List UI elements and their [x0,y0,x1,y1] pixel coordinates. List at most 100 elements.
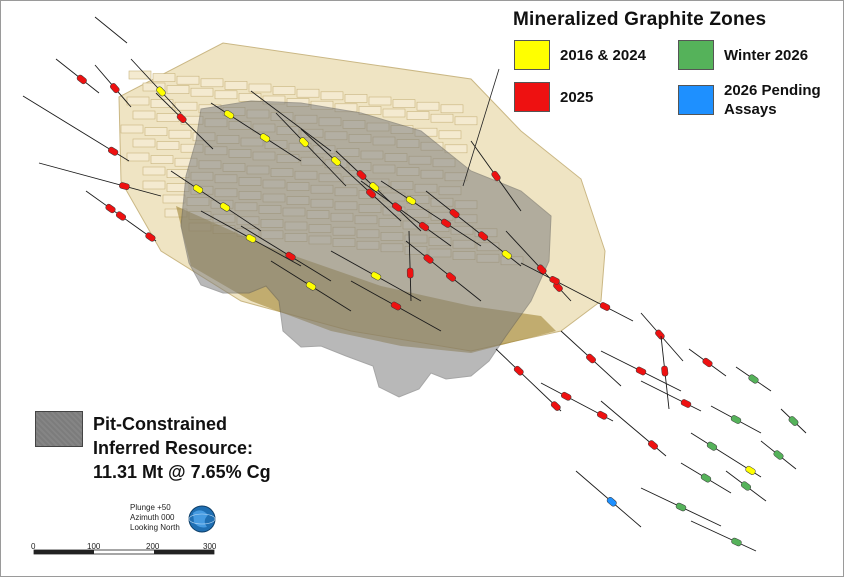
mineralized-interval [356,170,367,180]
model-block [156,113,180,122]
mineralized-interval [635,366,647,376]
mineralized-interval [110,83,120,94]
model-block [156,141,180,150]
drillhole [560,330,622,387]
legend-item-2025: 2025 [514,82,593,112]
drillhole [380,180,482,247]
model-block [320,91,344,101]
mineralized-interval [107,146,119,156]
drillhole [690,432,762,478]
mineralized-interval [105,203,116,214]
drillhole-trace [380,180,482,247]
drillhole [240,225,332,282]
mineralized-interval [76,74,87,85]
drillhole-trace [130,58,182,114]
model-block [248,83,272,93]
drillhole [640,487,722,527]
drillhole [660,335,670,410]
model-block [392,99,416,108]
resource-line-2: Inferred Resource: [93,438,254,458]
drillhole [335,150,422,232]
mineralized-interval [491,170,501,182]
mineralized-interval [513,365,524,376]
model-block [344,94,368,103]
drillhole-trace [495,348,562,412]
mineralized-interval [702,357,713,368]
model-block [296,88,320,98]
mineralized-interval [331,156,341,167]
model-block [150,99,174,108]
legend-leader-line [462,68,500,187]
drillhole [780,408,807,434]
mineralized-interval [390,301,402,311]
mineralized-interval [445,272,457,282]
drillhole [600,350,682,392]
drillhole-trace [335,150,422,232]
drillhole [22,95,130,162]
model-block [406,111,430,120]
mineralized-interval [675,502,687,512]
model-block [214,90,238,100]
model-block [190,87,214,97]
mineralized-interval [305,281,317,291]
drillhole [405,240,482,302]
model-block [152,73,176,82]
model-block [200,78,224,88]
drillhole [735,366,772,392]
drillhole [505,230,572,302]
drillhole-trace [275,112,347,187]
drillhole [640,312,684,362]
legend-swatch-green [678,40,714,70]
drillhole [600,400,667,457]
mineralized-interval [550,401,561,411]
drillhole-trace [405,240,482,302]
legend-swatch-blue [678,85,714,115]
model-block [440,104,464,114]
drillhole [690,520,757,552]
drillhole [575,470,642,528]
drillhole [94,16,128,44]
drillhole [155,92,214,150]
legend-label: 2016 & 2024 [560,46,646,64]
mineralized-interval [391,202,403,212]
drillhole [300,128,402,222]
model-block [142,166,166,176]
drillhole-trace [300,128,402,222]
drillhole [210,102,302,162]
mineralized-interval [423,254,434,264]
model-block [120,124,144,134]
model-block [272,86,296,95]
mineralized-interval [597,410,608,420]
view-orientation-note: Plunge +50 Azimuth 000 Looking North [130,503,180,533]
drillhole-trace [55,58,100,94]
drillhole [270,260,352,312]
drillhole-trace [408,230,412,302]
mineralized-interval [706,441,718,451]
model-block [132,110,156,120]
drillhole [406,230,414,302]
model-block [144,127,168,136]
drillhole [425,190,522,267]
model-block [150,155,174,164]
drillhole [688,348,727,377]
legend-item-winter-2026: Winter 2026 [678,40,808,70]
mineralized-interval [730,415,742,424]
drillhole-trace [94,16,128,44]
scale-bar-segment [34,550,94,554]
drillhole [55,58,100,94]
legend-title: Mineralized Graphite Zones [513,9,767,30]
scale-label-300: 300 [203,542,217,551]
legend-item-2016-2024: 2016 & 2024 [514,40,646,70]
drillhole [330,250,422,302]
model-block [454,116,478,126]
drillhole [725,470,767,502]
mineralized-interval [648,440,658,450]
model-block [368,96,392,106]
legend-swatch-red [514,82,550,112]
model-block [438,130,462,140]
mineralized-interval [501,250,512,260]
model-block [358,106,382,115]
drillhole [470,140,522,212]
